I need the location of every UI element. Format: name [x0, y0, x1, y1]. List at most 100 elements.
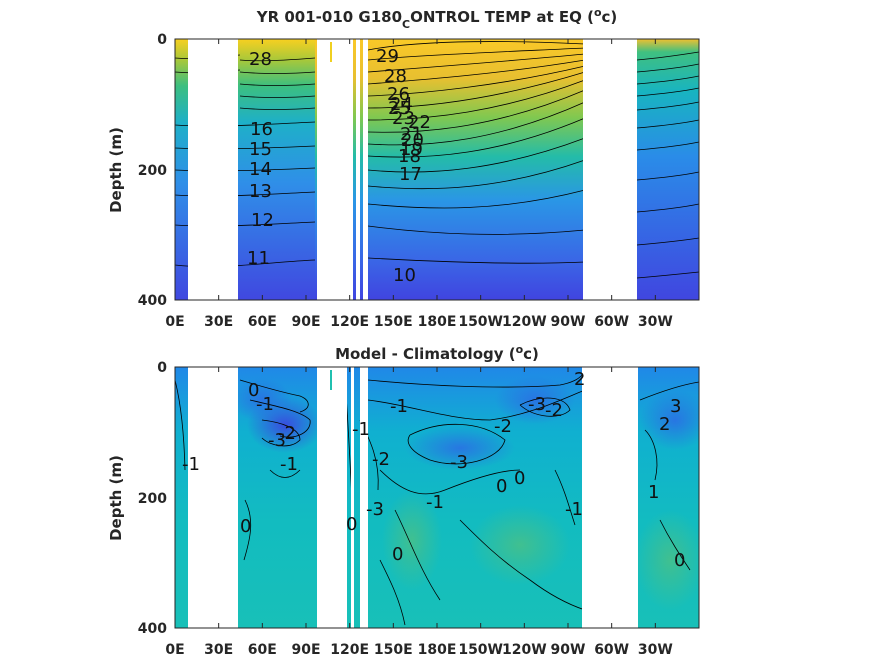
x-tick: 30E — [204, 642, 233, 656]
clabel: -2 — [494, 416, 512, 437]
warm-anomaly-atlantic — [635, 510, 699, 610]
clabel: 21 — [400, 124, 423, 145]
y-axis-label-top: Depth (m) — [107, 127, 125, 213]
x-tick: 30W — [638, 642, 673, 656]
y-axis-label-bottom: Depth (m) — [107, 455, 125, 541]
clabel: 14 — [249, 159, 272, 180]
x-tick: 30W — [638, 314, 673, 330]
y-ticks-bottom: 0 200 400 — [138, 360, 167, 637]
contours-bottom — [175, 371, 699, 626]
clabel: 0 — [248, 380, 259, 401]
cold-anomaly-pacific-b — [495, 376, 575, 424]
clabel: 15 — [249, 139, 272, 160]
x-tick: 60E — [248, 642, 277, 656]
x-tick: 180E — [418, 314, 457, 330]
clabel: -1 — [565, 499, 583, 520]
clabel: 13 — [249, 181, 272, 202]
x-tick: 60W — [594, 314, 629, 330]
clabel: -3 — [268, 430, 286, 451]
clabel: -3 — [528, 394, 546, 415]
x-tick: 90W — [551, 314, 586, 330]
clabel: 16 — [250, 119, 273, 140]
warm-anomaly-pacific-b — [470, 505, 570, 585]
clabel: 23 — [392, 108, 415, 129]
x-tick: 0E — [165, 314, 184, 330]
land-africa — [188, 367, 238, 628]
x-tick: 30E — [204, 314, 233, 330]
y-ticks-top: 0 200 400 — [138, 32, 167, 309]
clabel: -1 — [256, 394, 274, 415]
x-tick: 90E — [291, 642, 320, 656]
land-strip-b — [363, 39, 368, 300]
clabel: -1 — [390, 396, 408, 417]
chart-title-top: YR 001-010 G180CONTROL TEMP at EQ (oc) — [256, 6, 618, 31]
x-tick: 120E — [330, 642, 369, 656]
x-tick: 0E — [165, 642, 184, 656]
panel-top — [175, 39, 699, 300]
clabel: 0 — [674, 550, 685, 571]
clabel: 20 — [401, 130, 424, 151]
x-tick: 90E — [291, 314, 320, 330]
clabel: -1 — [426, 492, 444, 513]
x-tick: 180E — [418, 642, 457, 656]
clabel: 29 — [376, 46, 399, 67]
contour-labels-bottom: 0 -1 -3 -2 -1 -1 0 -2 -3 -1 0 -1 -2 -3 -… — [182, 369, 685, 571]
clabel: 10 — [393, 265, 416, 286]
y-tick: 400 — [138, 293, 167, 309]
warm-pool — [330, 39, 590, 99]
clabel: -3 — [450, 452, 468, 473]
island-marker — [330, 42, 332, 62]
clabel: -1 — [182, 454, 200, 475]
contour-labels-top: 28 29 28 26 25 24 23 22 21 20 19 18 17 1… — [247, 46, 431, 286]
x-tick: 120W — [502, 314, 547, 330]
clabel: 2 — [659, 414, 670, 435]
clabel: 0 — [240, 516, 251, 537]
clabel: 24 — [390, 94, 413, 115]
x-tick: 90W — [551, 642, 586, 656]
clabel: 0 — [392, 544, 403, 565]
y-tick: 200 — [138, 491, 167, 507]
clabel: 0 — [496, 476, 507, 497]
x-tick: 150W — [458, 642, 503, 656]
clabel: -2 — [278, 423, 296, 444]
clabel: -1 — [352, 419, 370, 440]
clabel: -3 — [366, 499, 384, 520]
land-south-america — [582, 367, 638, 628]
x-tick: 150W — [458, 314, 503, 330]
cold-anomaly-atlantic — [640, 390, 699, 450]
clabel: 12 — [251, 210, 274, 231]
clabel: 11 — [247, 248, 270, 269]
clabel: 3 — [670, 396, 681, 417]
chart-title-bottom: Model - Climatology (oc) — [335, 343, 539, 363]
x-tick: 150E — [374, 314, 413, 330]
land-strip-a — [351, 367, 354, 628]
clabel: 0 — [346, 514, 357, 535]
clabel: -1 — [280, 454, 298, 475]
clabel: 25 — [388, 98, 411, 119]
clabel: 18 — [398, 146, 421, 167]
land-strip-b — [360, 367, 368, 628]
clabel: 22 — [408, 112, 431, 133]
clabel: -2 — [545, 400, 563, 421]
clabel: 28 — [384, 66, 407, 87]
x-tick: 150E — [374, 642, 413, 656]
x-tick: 60W — [594, 642, 629, 656]
clabel: 26 — [387, 84, 410, 105]
clabel: 17 — [399, 164, 422, 185]
y-tick: 400 — [138, 621, 167, 637]
clabel: 0 — [514, 468, 525, 489]
clabel: 19 — [400, 139, 423, 160]
island-marker — [330, 370, 332, 390]
y-tick: 0 — [157, 360, 167, 376]
cold-anomaly-indian-b — [232, 378, 292, 422]
x-tick: 120E — [330, 314, 369, 330]
land-africa — [188, 39, 238, 300]
land-maritime-continent — [317, 39, 353, 300]
land-south-america — [583, 39, 637, 300]
x-tick: 60E — [248, 314, 277, 330]
y-tick: 200 — [138, 163, 167, 179]
clabel: 1 — [648, 482, 659, 503]
